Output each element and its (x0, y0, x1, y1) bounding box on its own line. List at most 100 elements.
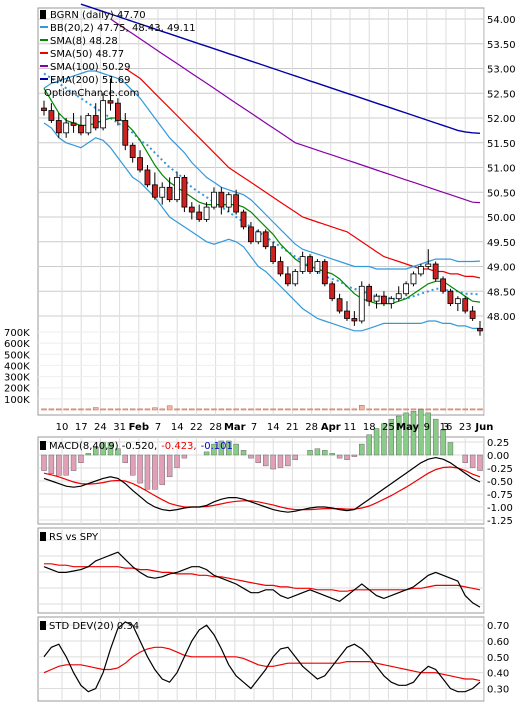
candle-body (218, 191, 225, 208)
macd-line (43, 456, 481, 513)
candle-body (85, 115, 92, 134)
candle-body (211, 191, 217, 208)
svg-text:MACD(8,40,9) -0.520,-0.423,-0.: MACD(8,40,9) -0.520, -0.423, -0.101 (49, 441, 233, 452)
volume-bar (262, 408, 269, 411)
volume-tick-label: 600K (4, 339, 30, 350)
volume-bar (410, 408, 417, 411)
candle-body (432, 263, 439, 280)
candle-body (262, 231, 269, 248)
volume-bar (100, 408, 106, 411)
macd-hist-bar (218, 440, 225, 456)
candle-body (292, 271, 299, 285)
ema200-line (80, 3, 481, 134)
sma100-line (110, 18, 481, 204)
candle-body (196, 211, 203, 220)
macd-hist-bar (203, 451, 210, 456)
candle-body (314, 261, 321, 272)
volume-bar (92, 407, 99, 411)
macd-hist-bar (351, 454, 358, 457)
volume-bar (307, 408, 313, 411)
candle-body (336, 298, 343, 312)
candle-body (395, 293, 402, 300)
candle-body (151, 184, 158, 198)
price-tick-label: 51.50 (487, 139, 516, 150)
macd-hist-bar (48, 454, 55, 474)
x-tick-label: 21 (286, 422, 299, 433)
bb-lower-line (43, 122, 480, 332)
candle-body (48, 110, 55, 121)
x-tick-label: Feb (129, 422, 149, 433)
volume-bar (240, 408, 247, 411)
macd-hist-bar (277, 454, 284, 468)
candle-body (174, 176, 180, 201)
macd-hist-bar (152, 454, 158, 490)
volume-bar (41, 408, 47, 411)
price-tick-label: 51.00 (487, 164, 516, 175)
candle-body (321, 261, 328, 285)
candle-body (344, 310, 350, 319)
volume-bar (255, 408, 262, 411)
candle-body (122, 120, 129, 146)
macd-hist-bar (41, 454, 47, 471)
candle-body (41, 107, 47, 111)
volume-bar (63, 408, 69, 411)
macd-hist-bar (366, 434, 372, 456)
macd-tick-label: -1.25 (487, 516, 513, 527)
bb-upper-line (43, 70, 481, 270)
volume-bar (447, 408, 454, 411)
volume-bar (211, 408, 217, 411)
macd-hist-bar (63, 454, 69, 476)
macd-hist-bar (425, 412, 431, 456)
macd-hist-bar (107, 442, 114, 456)
macd-hist-bar (144, 454, 151, 490)
candle-body (410, 273, 417, 285)
x-tick-label: 16 (440, 422, 453, 433)
volume-bar (329, 408, 335, 411)
candle-body (381, 295, 387, 305)
volume-bar (78, 408, 84, 411)
macd-signal-line (43, 466, 481, 511)
x-tick-label: 11 (344, 422, 357, 433)
macd-hist-bar (78, 454, 84, 464)
macd-hist-bar (93, 447, 99, 456)
macd-hist-bar (322, 450, 328, 456)
candle-body (233, 194, 240, 213)
volume-bar (381, 408, 387, 411)
candle-body (159, 186, 166, 198)
rs-ma-line (44, 563, 481, 592)
macd-hist-bar (181, 454, 188, 459)
macd-hist-bar (359, 443, 365, 456)
volume-bar (462, 408, 468, 411)
bb-middle-line (43, 72, 481, 300)
candle-body (469, 310, 476, 319)
x-tick-label: 14 (267, 422, 280, 433)
macd-hist-bar (56, 454, 62, 476)
candles (41, 78, 483, 336)
volume-bar (196, 408, 202, 411)
candle-body (329, 283, 336, 300)
x-tick-label: 7 (251, 422, 257, 433)
volume-bar (152, 407, 158, 411)
price-tick-label: 49.00 (487, 263, 516, 274)
candle-body (188, 206, 195, 213)
legend-ema200: EMA(200) 51.69 (50, 75, 130, 86)
macd-hist-bar (226, 440, 232, 456)
candle-body (284, 273, 291, 285)
x-tick-label: 28 (305, 422, 318, 433)
std-ma-line (43, 646, 481, 682)
macd-tick-label: -0.75 (487, 490, 513, 501)
candle-body (137, 157, 143, 171)
macd-hist-bar (70, 454, 77, 471)
candle-body (373, 295, 380, 302)
macd-hist-bar (396, 415, 402, 456)
volume-bar (56, 408, 62, 411)
x-tick-label: 24 (94, 422, 107, 433)
volume-tick-label: 200K (4, 384, 30, 395)
volume-bar (440, 408, 446, 411)
macd-hist-bar (137, 454, 143, 484)
macd-hist-bar (388, 418, 395, 456)
macd-hist-bar (255, 454, 262, 464)
volume-bar (233, 408, 239, 411)
candle-body (351, 318, 358, 322)
